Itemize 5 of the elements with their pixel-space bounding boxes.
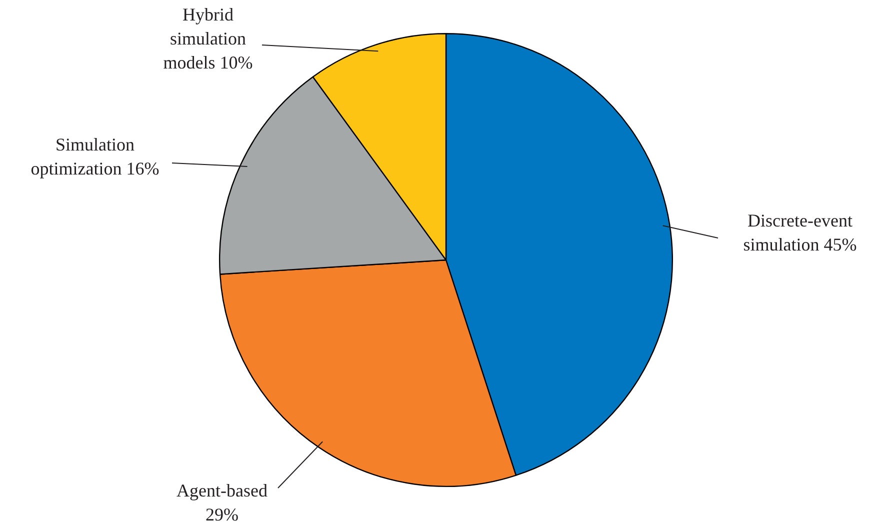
data-label: 29%: [206, 504, 238, 522]
slice-label: Agent-based: [176, 480, 268, 501]
slice-label: Simulation optimization 16%: [30, 134, 160, 179]
slice-label: Discrete-event simulation 45%: [743, 210, 857, 255]
slice-label: Hybrid simulation models 10%: [163, 4, 253, 73]
